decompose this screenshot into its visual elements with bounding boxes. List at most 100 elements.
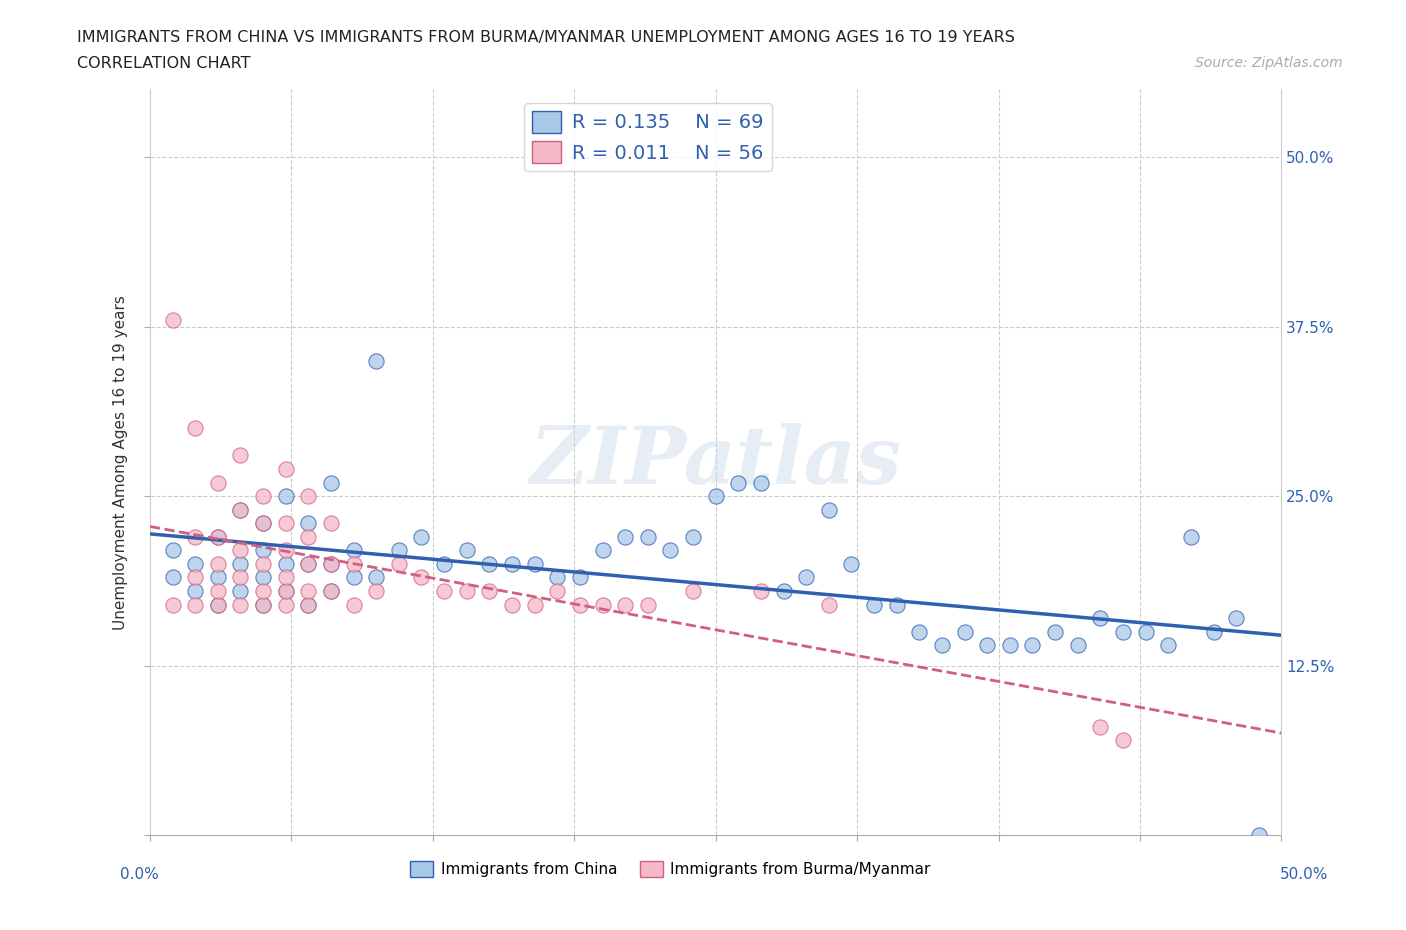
Point xyxy=(252,516,274,531)
Point xyxy=(1135,624,1157,639)
Point xyxy=(207,570,229,585)
Point xyxy=(162,312,184,327)
Point xyxy=(319,556,342,571)
Point xyxy=(433,556,456,571)
Point xyxy=(297,516,319,531)
Point xyxy=(411,570,433,585)
Point xyxy=(523,556,546,571)
Point xyxy=(274,461,297,476)
Point xyxy=(297,529,319,544)
Point xyxy=(592,597,614,612)
Point xyxy=(366,570,388,585)
Point xyxy=(229,502,252,517)
Point xyxy=(297,488,319,503)
Point xyxy=(274,488,297,503)
Point xyxy=(1112,733,1135,748)
Point xyxy=(207,597,229,612)
Point xyxy=(1247,828,1270,843)
Point xyxy=(252,570,274,585)
Text: CORRELATION CHART: CORRELATION CHART xyxy=(77,56,250,71)
Point xyxy=(546,570,568,585)
Point xyxy=(252,543,274,558)
Point xyxy=(886,597,908,612)
Point xyxy=(1043,624,1066,639)
Point xyxy=(297,556,319,571)
Point xyxy=(388,556,411,571)
Point xyxy=(297,556,319,571)
Point xyxy=(704,488,727,503)
Point xyxy=(274,584,297,599)
Point xyxy=(229,448,252,463)
Point xyxy=(252,597,274,612)
Text: 0.0%: 0.0% xyxy=(120,867,159,882)
Point xyxy=(342,570,364,585)
Point xyxy=(184,584,207,599)
Point xyxy=(229,570,252,585)
Point xyxy=(252,597,274,612)
Point xyxy=(1112,624,1135,639)
Point xyxy=(976,638,998,653)
Point xyxy=(817,502,839,517)
Point xyxy=(772,584,794,599)
Point xyxy=(184,570,207,585)
Point xyxy=(252,516,274,531)
Point xyxy=(366,584,388,599)
Point xyxy=(682,584,704,599)
Point xyxy=(319,556,342,571)
Point xyxy=(1021,638,1043,653)
Point xyxy=(456,584,478,599)
Point xyxy=(342,597,364,612)
Text: ZIPatlas: ZIPatlas xyxy=(530,423,901,501)
Point xyxy=(637,529,659,544)
Point xyxy=(229,597,252,612)
Point xyxy=(1202,624,1225,639)
Point xyxy=(727,475,749,490)
Point xyxy=(274,516,297,531)
Point xyxy=(297,584,319,599)
Point xyxy=(501,597,523,612)
Point xyxy=(931,638,953,653)
Point xyxy=(229,584,252,599)
Point xyxy=(1090,719,1112,734)
Point xyxy=(207,475,229,490)
Point xyxy=(637,597,659,612)
Text: Source: ZipAtlas.com: Source: ZipAtlas.com xyxy=(1195,56,1343,70)
Point xyxy=(908,624,931,639)
Point xyxy=(252,556,274,571)
Point xyxy=(229,502,252,517)
Point xyxy=(614,597,637,612)
Point xyxy=(1180,529,1202,544)
Point xyxy=(184,529,207,544)
Point xyxy=(162,543,184,558)
Point xyxy=(366,353,388,368)
Point xyxy=(682,529,704,544)
Point xyxy=(614,529,637,544)
Point xyxy=(478,584,501,599)
Point xyxy=(274,597,297,612)
Point xyxy=(794,570,817,585)
Point xyxy=(411,529,433,544)
Point xyxy=(998,638,1021,653)
Point xyxy=(749,584,772,599)
Point xyxy=(568,570,591,585)
Point xyxy=(749,475,772,490)
Point xyxy=(207,529,229,544)
Point xyxy=(319,584,342,599)
Point xyxy=(863,597,886,612)
Point xyxy=(319,516,342,531)
Point xyxy=(1225,611,1247,626)
Point xyxy=(229,556,252,571)
Point xyxy=(184,556,207,571)
Point xyxy=(342,556,364,571)
Point xyxy=(207,584,229,599)
Point xyxy=(184,421,207,436)
Point xyxy=(207,529,229,544)
Point xyxy=(319,584,342,599)
Point xyxy=(433,584,456,599)
Point xyxy=(1067,638,1090,653)
Point xyxy=(523,597,546,612)
Point xyxy=(1090,611,1112,626)
Point xyxy=(297,597,319,612)
Text: 50.0%: 50.0% xyxy=(1281,867,1329,882)
Point xyxy=(162,597,184,612)
